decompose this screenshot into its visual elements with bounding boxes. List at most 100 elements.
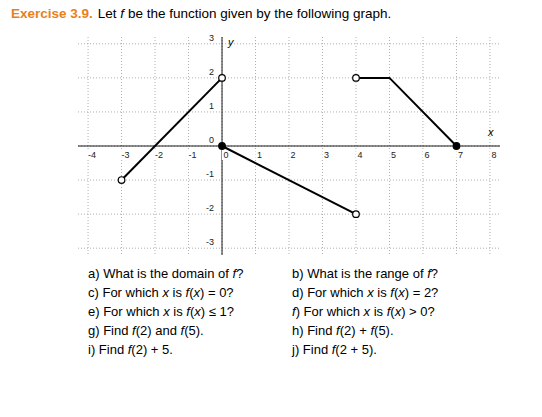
tick-label-box — [423, 150, 431, 160]
tick-label-group: -1 — [202, 169, 215, 179]
text-part: (5). — [374, 323, 394, 338]
tick-label-box — [207, 67, 215, 77]
text-part: a) What is the domain of — [88, 266, 233, 281]
tick-label: 2 — [209, 67, 214, 77]
x-axis — [78, 146, 500, 147]
grid-line — [78, 111, 500, 112]
tick-label-group: 2 — [207, 67, 215, 77]
tick-label: -3 — [206, 237, 214, 247]
tick-label-group: -3 — [119, 150, 132, 160]
tick-label: -4 — [88, 150, 96, 160]
tick-label-box — [490, 150, 498, 160]
grid-line — [78, 146, 500, 147]
text-part: g) Find — [88, 323, 132, 338]
tick-label-box — [119, 150, 132, 160]
tick-label-box — [85, 150, 98, 160]
text-part: be the function given by the following g… — [124, 6, 391, 21]
tick-label-box — [222, 150, 230, 160]
tick-label: 0 — [209, 135, 214, 145]
question: i) Find f(2) + 5. — [88, 342, 173, 357]
tick-label-box — [202, 203, 215, 213]
tick-label: 3 — [324, 150, 329, 160]
tick-label: -1 — [206, 169, 214, 179]
text-part: ) ≤ 1? — [201, 304, 234, 319]
text-part: ) > 0? — [401, 304, 435, 319]
question: a) What is the domain of f? — [88, 266, 243, 281]
text-part: (2) + 5. — [131, 342, 173, 357]
tick-label-group: 0 — [222, 150, 230, 160]
tick-label-box — [356, 150, 364, 160]
tick-label-group: 4 — [356, 150, 364, 160]
tick-label: 5 — [391, 150, 396, 160]
x-axis-label: x — [487, 126, 494, 138]
function-segment — [122, 78, 222, 180]
tick-label: 8 — [491, 150, 496, 160]
open-endpoint — [118, 177, 125, 184]
text-part: Let — [98, 6, 121, 21]
text-part: b) What is the range of — [292, 266, 427, 281]
tick-label-group: 1 — [255, 150, 263, 160]
tick-label-group: 1 — [207, 101, 215, 111]
grid-line — [78, 77, 500, 78]
tick-label-group: -1 — [186, 150, 199, 160]
grid-line — [78, 248, 500, 249]
tick-label: 3 — [209, 33, 214, 43]
text-part: ) = 2? — [405, 285, 439, 300]
open-endpoint — [353, 75, 360, 82]
tick-label-group: 3 — [322, 150, 330, 160]
tick-label: 7 — [458, 150, 463, 160]
text-part: e) For which — [88, 304, 163, 319]
question: c) For which x is f(x) = 0? — [88, 285, 234, 300]
text-part: is — [169, 285, 186, 300]
tick-label-group: 3 — [207, 33, 215, 43]
tick-label-group: -4 — [85, 150, 98, 160]
text-part: (5). — [184, 323, 204, 338]
question: j) Find f(2 + 5). — [291, 342, 377, 357]
tick-label-box — [207, 101, 215, 111]
tick-label: 1 — [257, 150, 262, 160]
tick-label-box — [186, 150, 199, 160]
tick-label-box — [207, 135, 215, 145]
tick-label-group: 6 — [423, 150, 431, 160]
tick-label-group: -3 — [202, 237, 215, 247]
exercise-statement: Let f be the function given by the follo… — [98, 6, 391, 21]
text-part: ) For which — [296, 304, 364, 319]
question: e) For which x is f(x) ≤ 1? — [88, 304, 234, 319]
tick-label-box — [255, 150, 263, 160]
tick-label: 0 — [224, 150, 229, 160]
tick-label-box — [289, 150, 297, 160]
exercise-title: Exercise 3.9. Let f be the function given… — [11, 6, 391, 21]
tick-label-box — [389, 150, 397, 160]
text-part: (2 + 5). — [335, 342, 377, 357]
tick-label-box — [152, 150, 165, 160]
tick-label-group: 0 — [207, 135, 215, 145]
y-axis-label: y — [227, 36, 235, 48]
question: f) For which x is f(x) > 0? — [292, 304, 435, 319]
text-part: h) Find — [292, 323, 336, 338]
tick-label-box — [456, 150, 464, 160]
tick-label: 2 — [290, 150, 295, 160]
tick-label-box — [202, 169, 215, 179]
grid-line — [78, 214, 500, 215]
tick-label: -2 — [155, 150, 163, 160]
text-part: ) = 0? — [200, 285, 234, 300]
tick-label: 6 — [424, 150, 429, 160]
text-part: c) For which — [88, 285, 162, 300]
text-part: is — [374, 285, 391, 300]
marks — [118, 75, 460, 218]
question: d) For which x is f(x) = 2? — [292, 285, 438, 300]
function-segment — [222, 146, 356, 214]
text-part: ? — [431, 266, 438, 281]
text-part: (2) + — [340, 323, 371, 338]
text-part: i) Find — [88, 342, 128, 357]
exercise-label: Exercise 3.9. — [11, 6, 93, 21]
tick-label: -3 — [122, 150, 130, 160]
text-part: is — [370, 304, 387, 319]
grid — [78, 37, 500, 255]
tick-label-group: 8 — [490, 150, 498, 160]
function-segment — [356, 78, 456, 146]
tick-label-box — [202, 237, 215, 247]
question: h) Find f(2) + f(5). — [292, 323, 394, 338]
tick-label-group: 7 — [456, 150, 464, 160]
tick-label-box — [322, 150, 330, 160]
